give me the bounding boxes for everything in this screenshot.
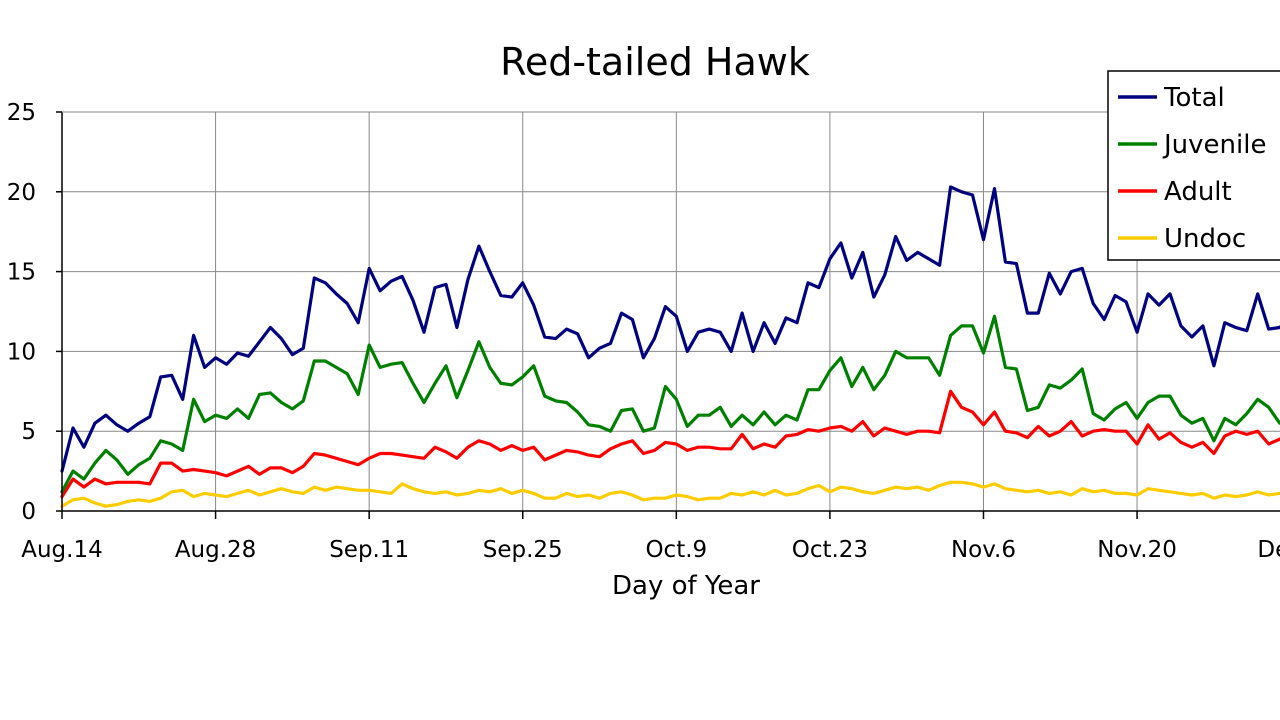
y-tick-label: 20 <box>7 180 36 206</box>
y-tick-label: 5 <box>21 419 36 445</box>
chart-title: Red-tailed Hawk <box>500 40 810 84</box>
x-tick-label: Oct.23 <box>792 537 868 563</box>
series-line-undoc <box>60 480 1280 508</box>
legend-label-total: Total <box>1163 83 1225 113</box>
legend-label-juvenile: Juvenile <box>1162 130 1266 160</box>
y-tick-label: 25 <box>7 100 36 126</box>
series-lines <box>60 185 1280 508</box>
x-axis-label: Day of Year <box>612 571 760 601</box>
series-line-total <box>60 185 1280 473</box>
series-line-juvenile <box>60 314 1280 494</box>
y-tick-label: 10 <box>7 339 36 365</box>
legend: Total Juvenile Adult Undoc <box>1107 70 1280 261</box>
legend-box <box>1107 70 1280 261</box>
x-tick-label: Oct.9 <box>645 537 707 563</box>
legend-label-undoc: Undoc <box>1164 224 1246 254</box>
x-tick-label: Dec.4 <box>1257 537 1280 563</box>
x-tick-label: Sep.11 <box>329 537 409 563</box>
x-tick-label: Aug.28 <box>175 537 257 563</box>
x-tick-label: Nov.20 <box>1097 537 1177 563</box>
y-tick-label: 15 <box>7 260 36 286</box>
series-line-adult <box>60 389 1280 499</box>
y-tick-label: 0 <box>21 499 36 525</box>
x-axis-ticks: Aug.14 Aug.28 Sep.11 Sep.25 Oct.9 Oct.23 Nov.6… <box>21 511 1280 563</box>
y-axis-ticks: 0 5 10 15 20 25 <box>7 100 62 525</box>
x-tick-label: Sep.25 <box>483 537 563 563</box>
x-tick-label: Nov.6 <box>951 537 1016 563</box>
legend-label-adult: Adult <box>1164 177 1232 207</box>
x-tick-label: Aug.14 <box>21 537 103 563</box>
